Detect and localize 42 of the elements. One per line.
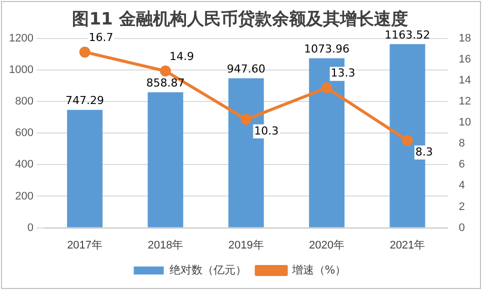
y2-tick-label: 14: [458, 74, 472, 87]
y2-tick-label: 16: [458, 53, 472, 66]
y-tick-label: 1000: [8, 64, 34, 76]
y-tick-label: 800: [15, 96, 34, 108]
data-label: 1163.52: [384, 28, 430, 42]
y-tick-label: 400: [15, 158, 34, 171]
data-label: 858.87: [146, 76, 185, 90]
data-label: 1073.96: [304, 42, 350, 56]
chart-title: 图11 金融机构人民币贷款余额及其增长速度: [72, 10, 408, 30]
y2-tick-label: 2: [458, 200, 465, 213]
x-tick-label: 2021年: [390, 239, 426, 252]
data-label: 947.60: [226, 62, 266, 76]
y2-tick-label: 12: [458, 96, 472, 108]
data-label: 14.9: [169, 50, 194, 63]
x-tick-label: 2020年: [309, 239, 345, 252]
data-label: 747.29: [66, 94, 104, 108]
data-label: 10.3: [254, 124, 279, 138]
legend-label: 增速（%）: [290, 263, 346, 276]
y2-tick-label: 10: [458, 116, 472, 129]
y2-tick-label: 4: [458, 180, 465, 192]
data-label: 8.3: [415, 145, 433, 158]
point: [79, 46, 90, 58]
y2-tick-label: 18: [458, 32, 472, 44]
y2-tick-label: 6: [458, 158, 465, 171]
data-label: 16.7: [88, 30, 114, 44]
point: [321, 82, 332, 94]
y-tick-label: 200: [15, 190, 34, 202]
y2-tick-label: 0: [458, 222, 465, 234]
point: [160, 66, 171, 77]
y-tick-label: 0: [27, 222, 34, 234]
data-label: 13.3: [330, 66, 356, 80]
legend-label: 绝对数（亿元）: [169, 263, 246, 276]
bar: [67, 110, 103, 228]
point: [240, 114, 252, 125]
point: [402, 134, 413, 146]
x-tick-label: 2018年: [148, 239, 184, 252]
y-tick-label: 1200: [8, 32, 34, 44]
bar: [148, 92, 184, 228]
x-tick-label: 2019年: [228, 239, 264, 252]
x-tick-label: 2017年: [67, 239, 103, 252]
y2-tick-label: 8: [458, 138, 465, 150]
y-tick-label: 600: [15, 127, 34, 140]
